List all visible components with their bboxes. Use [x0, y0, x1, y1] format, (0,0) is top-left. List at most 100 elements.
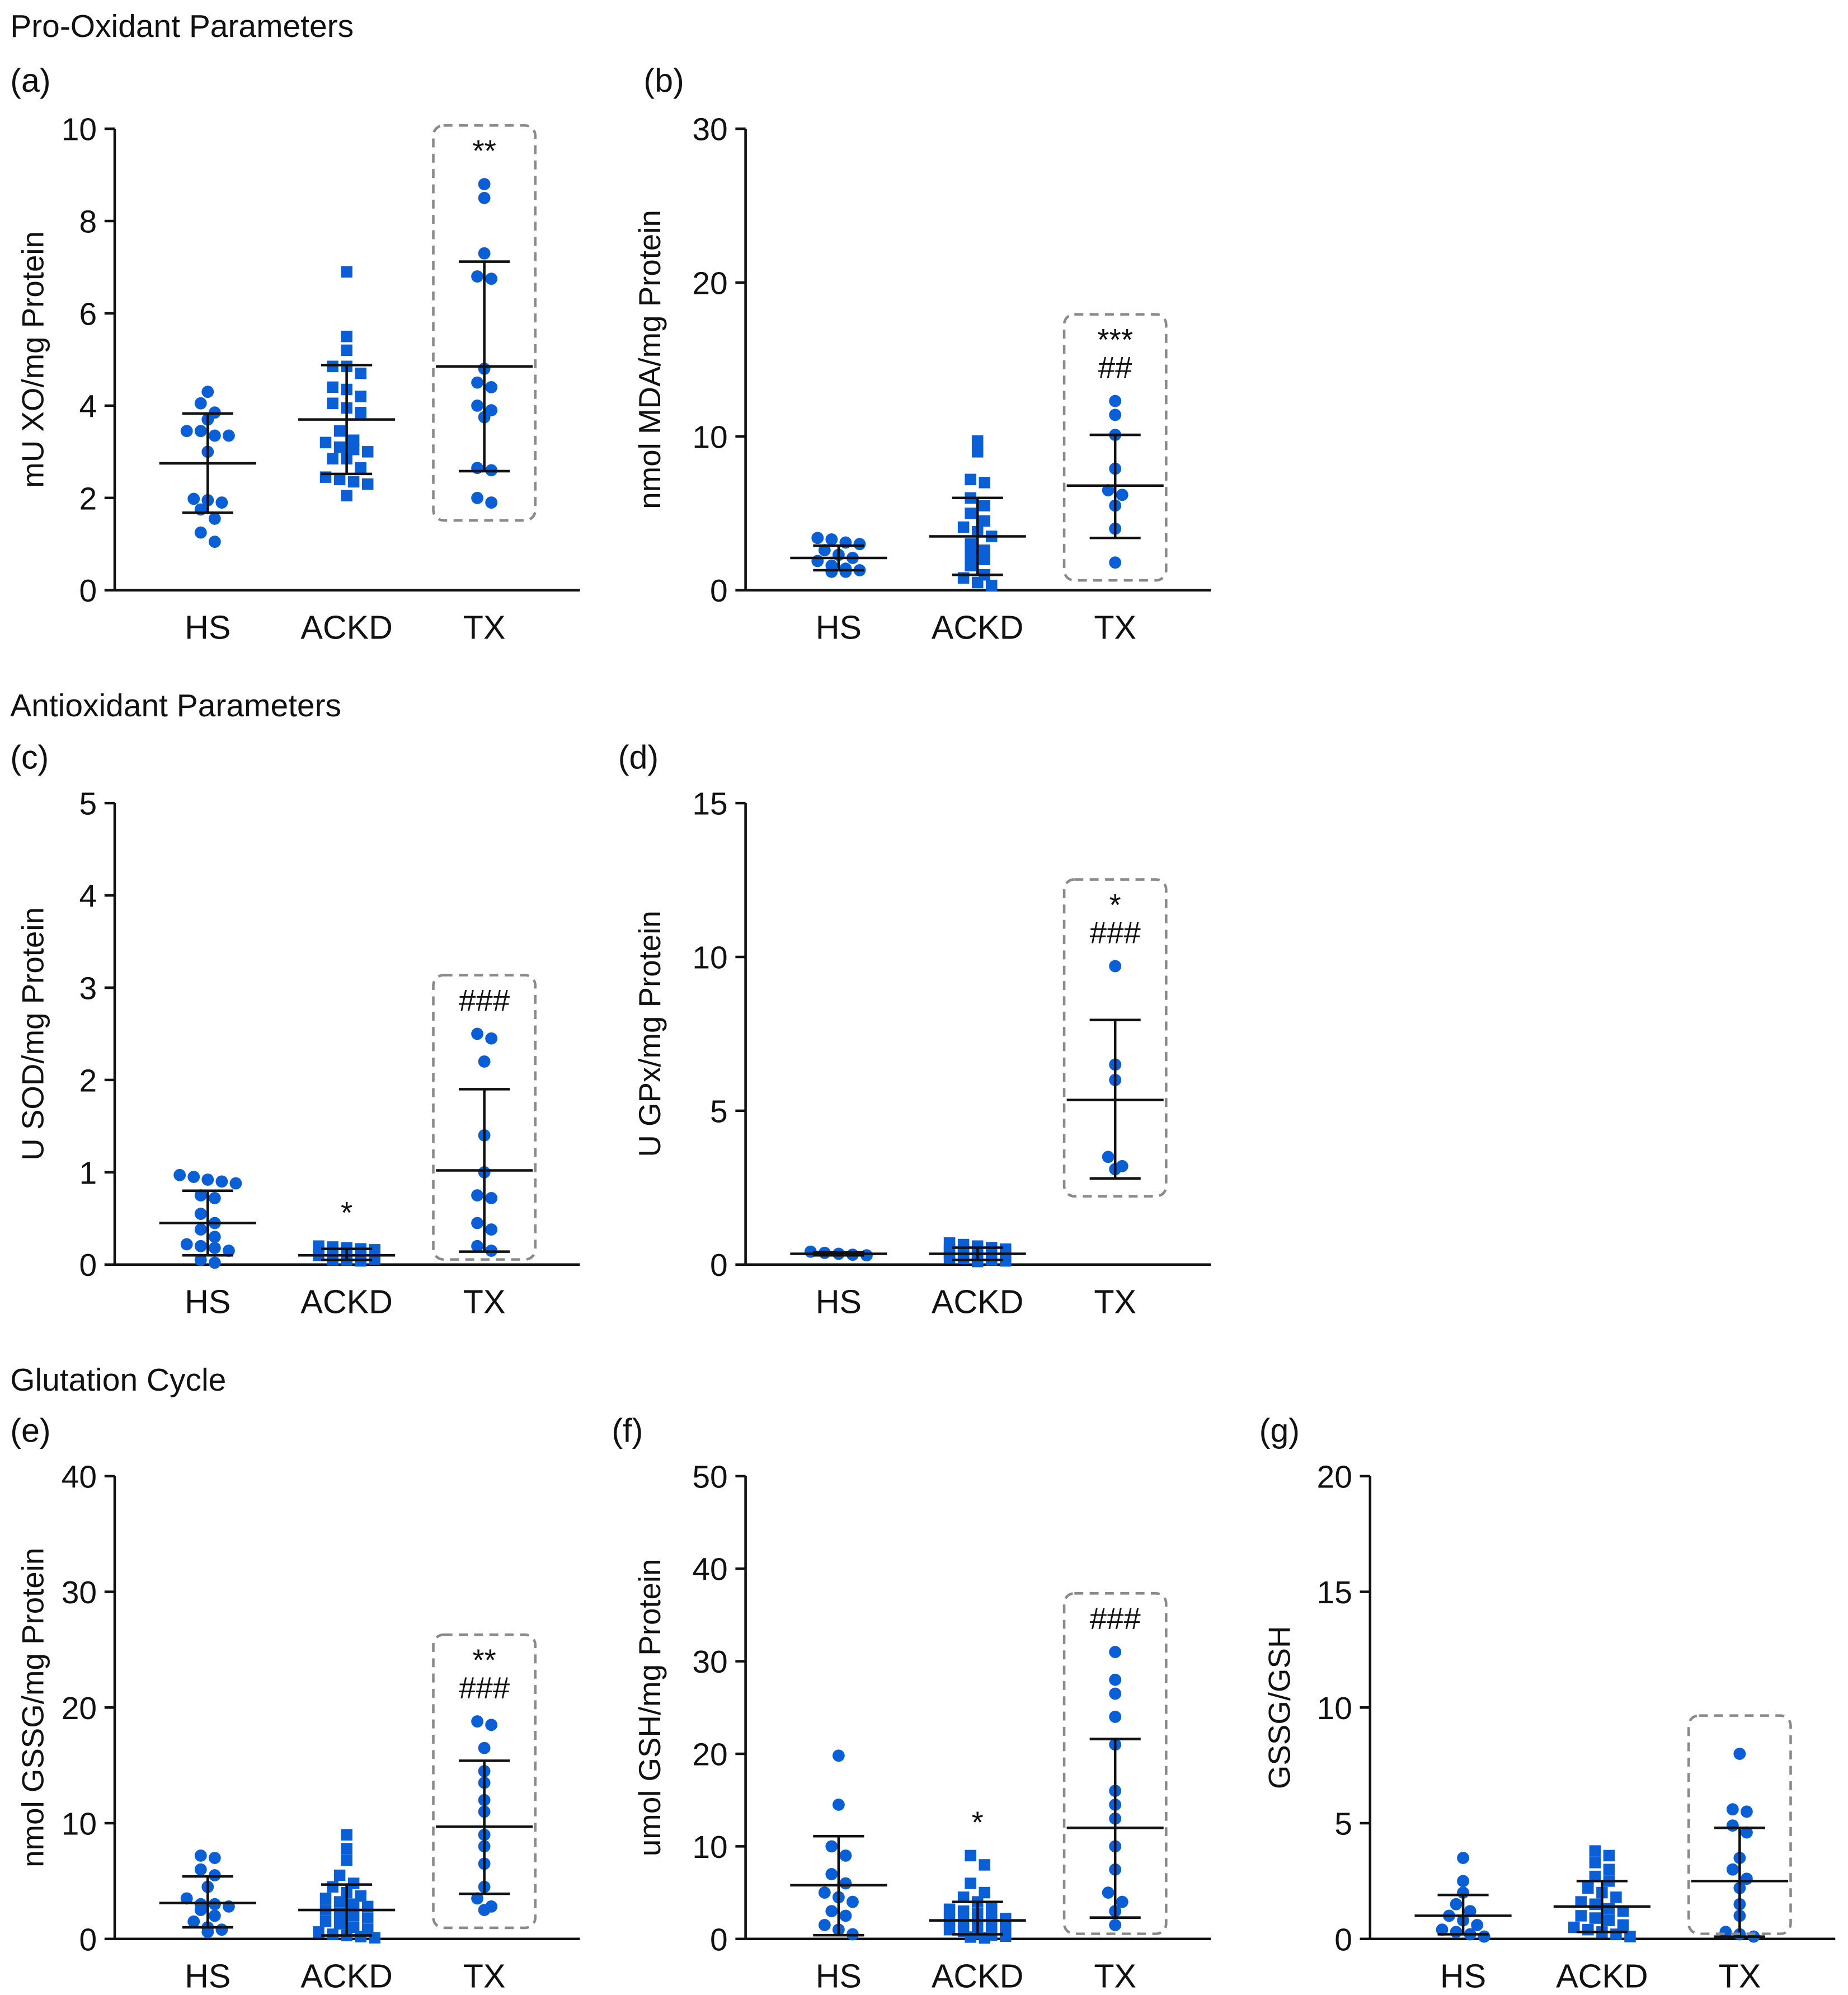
y-tick-label: 30 — [62, 1575, 97, 1611]
significance-marker: *** — [1097, 322, 1133, 356]
data-point-ackd — [965, 508, 976, 519]
data-point-hs — [215, 1175, 228, 1188]
panel-label: (g) — [1259, 1411, 1300, 1449]
y-tick-label: 40 — [692, 1552, 727, 1588]
data-point-ackd — [1575, 1910, 1587, 1922]
data-point-hs — [194, 1863, 207, 1876]
data-point-tx — [478, 191, 491, 204]
section-title-pro-oxidant: Pro-Oxidant Parameters — [10, 8, 354, 44]
data-point-ackd — [985, 580, 998, 592]
data-point-ackd — [361, 446, 374, 458]
data-point-hs — [1464, 1905, 1476, 1918]
panel-label: (c) — [10, 739, 49, 776]
data-point-tx — [1102, 1151, 1115, 1163]
data-point-ackd — [347, 434, 360, 446]
data-point-hs — [187, 1915, 200, 1928]
data-point-ackd — [327, 453, 338, 464]
data-point-ackd — [979, 544, 990, 556]
y-tick-label: 5 — [79, 786, 97, 822]
data-point-hs — [215, 1923, 228, 1936]
y-tick-label: 15 — [1317, 1575, 1352, 1611]
highlight-box — [1062, 313, 1168, 582]
x-tick-label: ACKD — [300, 1283, 393, 1320]
y-axis-label: GSSG/GSH — [1262, 1626, 1296, 1790]
section-title-glutation: Glutation Cycle — [10, 1362, 226, 1398]
data-point-ackd — [355, 462, 366, 474]
data-point-hs — [825, 565, 838, 578]
panel-d: (d) 0 5 10 15 U GPx/mg Protein HS ACKD TX ###* — [618, 739, 1211, 1320]
data-point-tx — [1740, 1805, 1753, 1818]
data-point-ackd — [957, 1905, 970, 1917]
x-tick-label: HS — [185, 1957, 231, 1994]
data-point-hs — [208, 536, 221, 548]
data-point-tx — [1109, 1646, 1122, 1659]
data-point-ackd — [355, 391, 366, 402]
data-point-ackd — [347, 476, 360, 488]
data-point-hs — [839, 1877, 852, 1890]
y-tick-label: 10 — [62, 1806, 97, 1842]
data-point-hs — [208, 1256, 221, 1269]
y-tick-label: 10 — [692, 940, 727, 975]
data-point-hs — [229, 1177, 242, 1190]
data-point-ackd — [333, 441, 346, 453]
data-point-hs — [173, 1168, 186, 1181]
y-tick-label: 30 — [692, 112, 727, 148]
y-tick-label: 15 — [692, 786, 727, 822]
panel-g: (g) 0 5 10 15 20 GSSG/GSH HS ACKD TX — [1259, 1411, 1836, 1994]
significance-marker: * — [341, 1196, 352, 1230]
data-point-hs — [215, 496, 228, 509]
data-point-hs — [839, 565, 852, 578]
data-point-ackd — [1603, 1914, 1615, 1926]
x-tick-label: TX — [463, 608, 506, 646]
panel-c: (c) 0 1 2 3 4 5 U SOD/mg Protein HS ACKD TX * ### — [10, 739, 580, 1320]
data-point-ackd — [341, 490, 352, 501]
y-tick-label: 2 — [79, 481, 97, 517]
data-point-tx — [471, 1189, 484, 1201]
panel-e: (e) 0 10 20 30 40 nmol GSSG/mg Protein HS ACKD TX… — [10, 1411, 580, 1994]
x-tick-label: HS — [816, 608, 862, 646]
data-point-ackd — [1000, 1255, 1012, 1267]
data-point-tx — [485, 381, 498, 393]
data-point-tx — [471, 1240, 484, 1252]
data-point-ackd — [979, 1859, 990, 1871]
highlight-box — [1062, 878, 1168, 1198]
data-point-ackd — [327, 397, 338, 409]
data-point-ackd — [333, 1918, 346, 1930]
data-point-ackd — [333, 1869, 346, 1881]
data-point-ackd — [341, 1843, 352, 1855]
data-point-ackd — [319, 436, 332, 449]
data-point-ackd — [957, 1891, 970, 1903]
y-tick-label: 0 — [710, 573, 728, 609]
data-point-ackd — [979, 553, 990, 565]
y-tick-label: 20 — [692, 1736, 727, 1772]
data-point-ackd — [333, 473, 346, 486]
data-point-ackd — [1589, 1845, 1601, 1857]
data-point-ackd — [327, 360, 338, 373]
y-axis-label: umol GSH/mg Protein — [633, 1559, 667, 1857]
y-tick-label: 20 — [62, 1691, 97, 1726]
data-point-ackd — [1617, 1905, 1629, 1917]
data-point-ackd — [341, 344, 352, 356]
data-point-tx — [1109, 1710, 1122, 1723]
data-point-ackd — [1603, 1850, 1615, 1862]
data-point-tx — [485, 1223, 498, 1236]
data-point-ackd — [361, 1912, 374, 1924]
data-point-ackd — [341, 1829, 352, 1841]
x-tick-label: TX — [463, 1283, 506, 1320]
data-point-ackd — [1603, 1903, 1615, 1915]
y-tick-label: 50 — [692, 1459, 727, 1495]
data-point-tx — [485, 1192, 498, 1204]
y-axis-label: nmol MDA/mg Protein — [633, 210, 667, 509]
data-point-ackd — [341, 1854, 352, 1866]
data-point-tx — [1116, 1895, 1128, 1908]
y-tick-label: 0 — [79, 573, 97, 609]
data-point-hs — [818, 1886, 831, 1899]
y-tick-label: 10 — [1317, 1691, 1352, 1726]
data-point-ackd — [1568, 1921, 1580, 1933]
data-point-hs — [194, 1240, 207, 1252]
y-tick-label: 5 — [710, 1093, 728, 1129]
y-axis-label: nmol GSSG/mg Protein — [16, 1548, 50, 1867]
data-point-hs — [1457, 1852, 1469, 1864]
data-point-tx — [485, 273, 498, 285]
y-tick-label: 4 — [79, 879, 97, 914]
